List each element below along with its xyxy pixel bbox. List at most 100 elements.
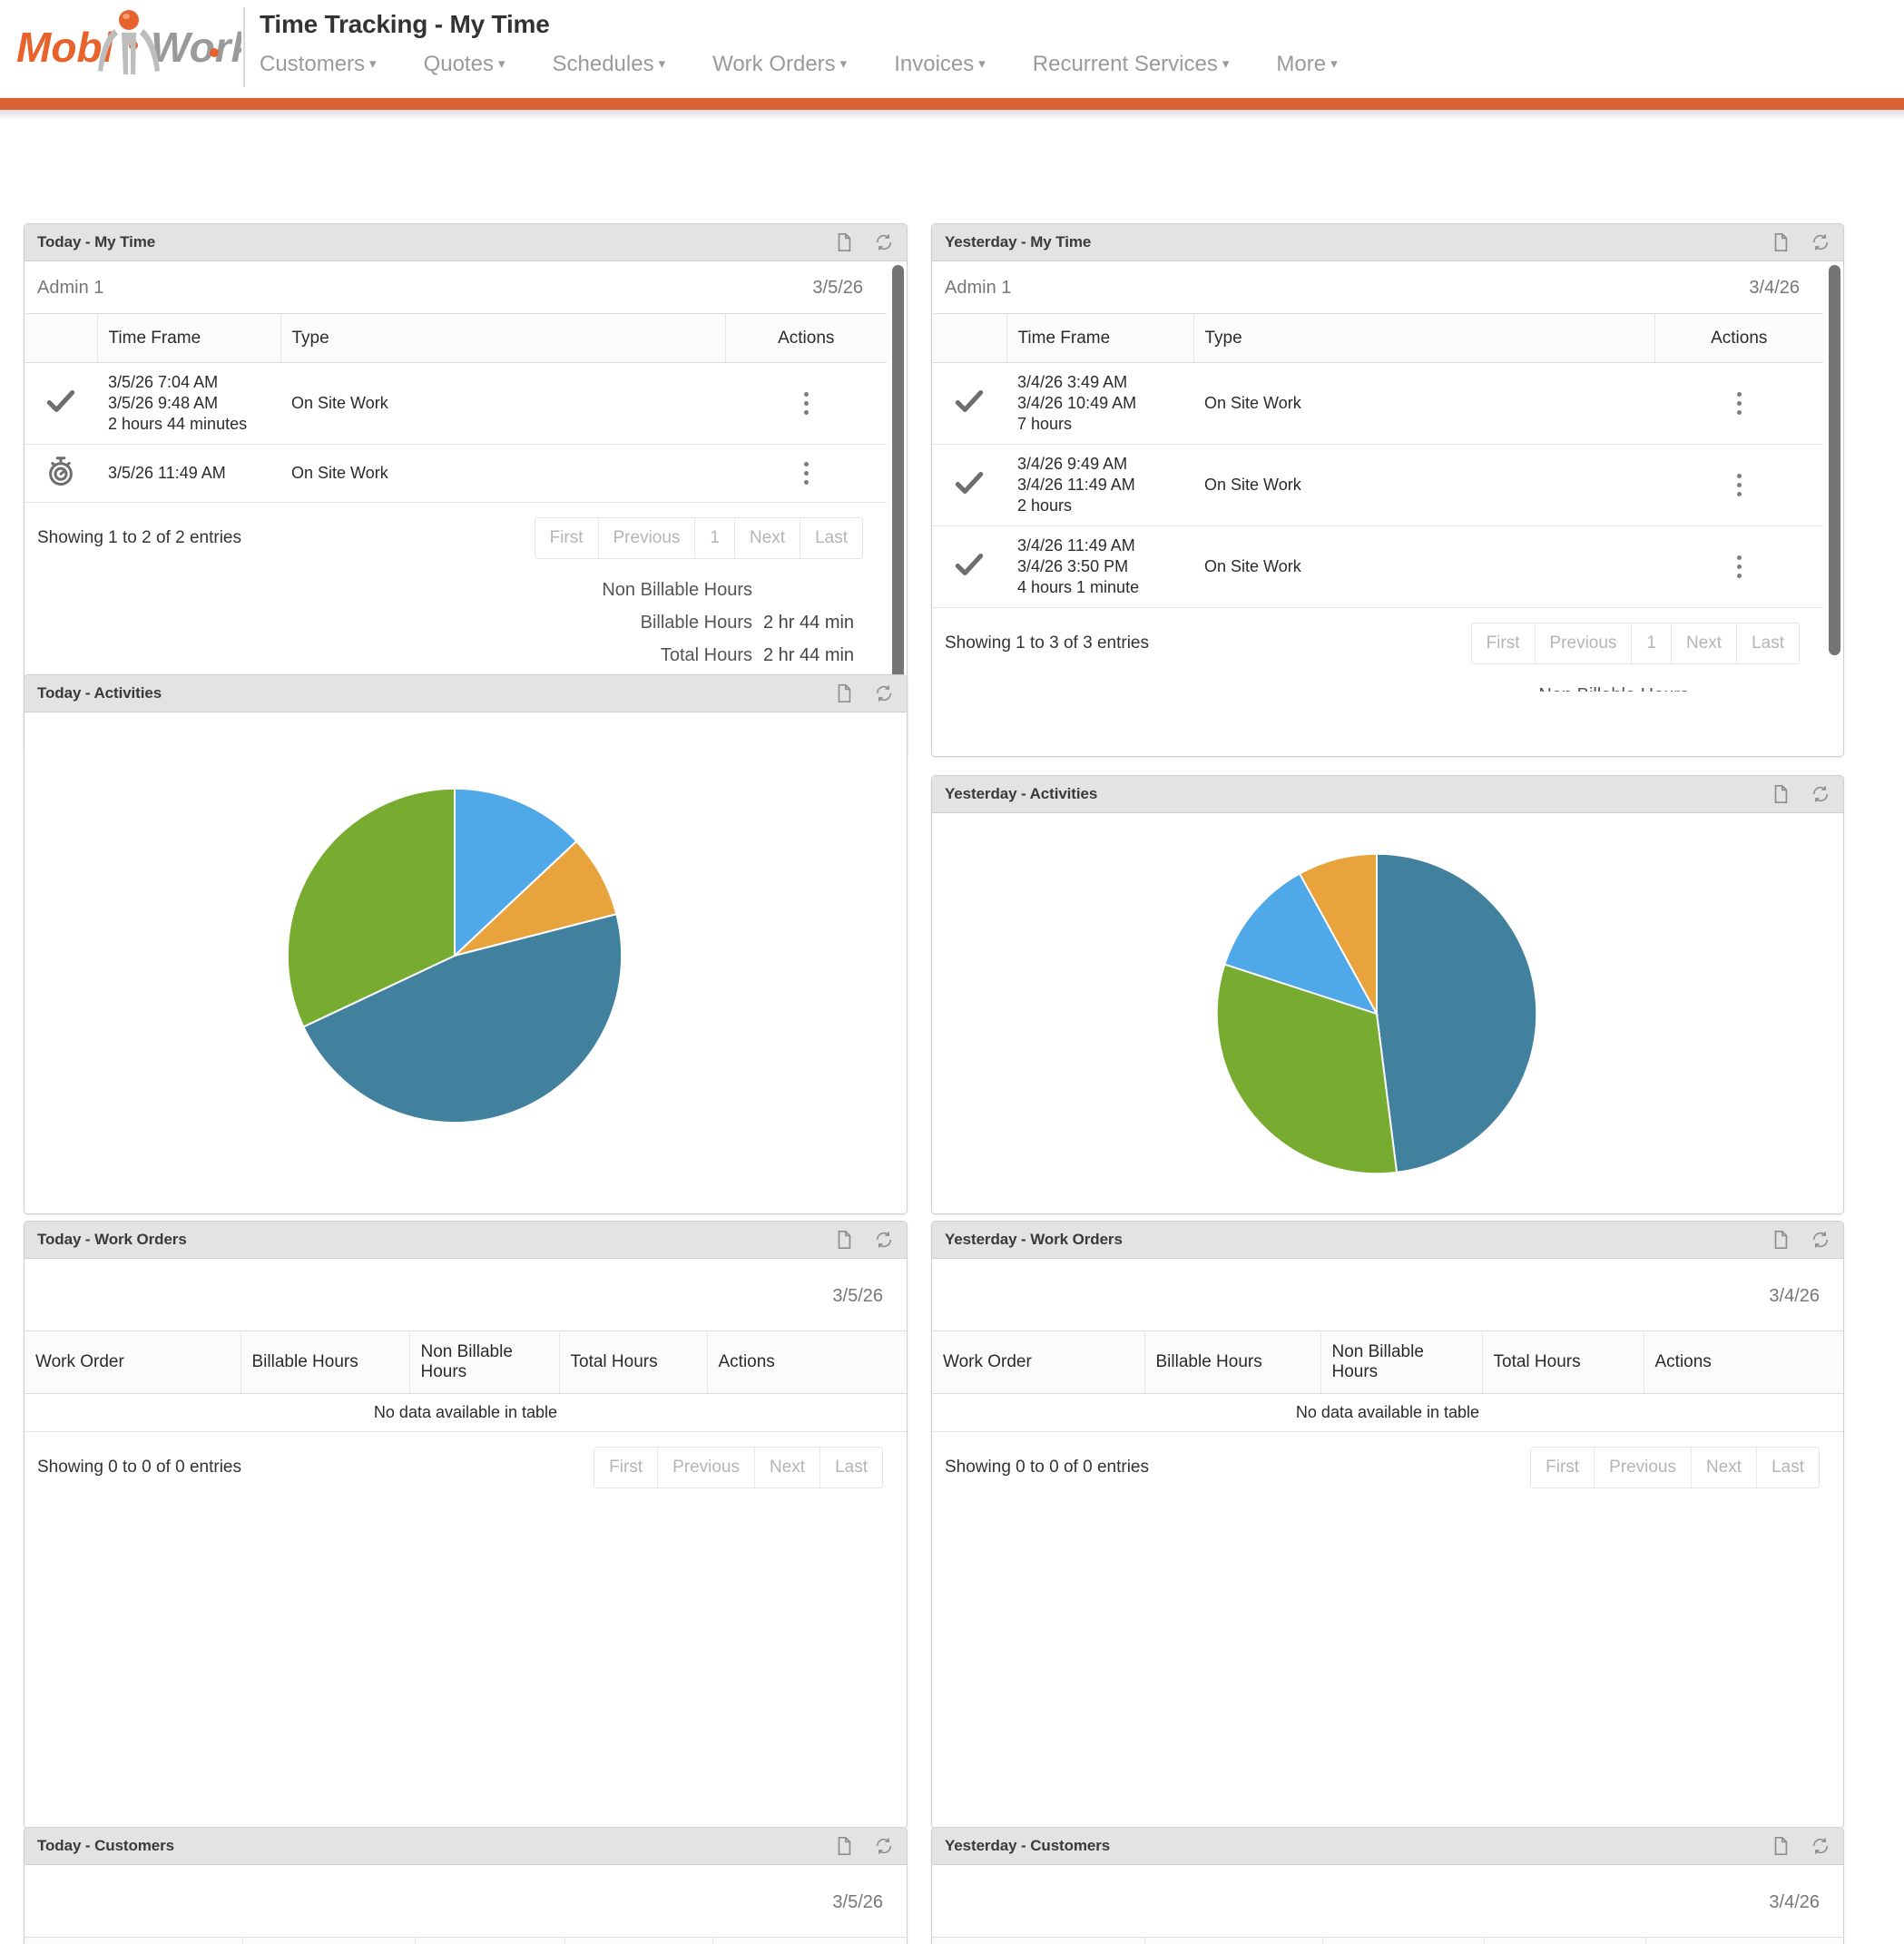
scrollbar-thumb[interactable] xyxy=(892,265,904,701)
nav-item-invoices[interactable]: Invoices ▾ xyxy=(894,51,986,81)
panel-date: 3/4/26 xyxy=(1749,278,1800,298)
row-actions[interactable] xyxy=(725,362,887,445)
pie-slice[interactable] xyxy=(1223,872,1379,1016)
scrollbar-thumb[interactable] xyxy=(1829,265,1840,655)
table-row[interactable]: 3/4/26 9:49 AM 3/4/26 11:49 AM 2 hours O… xyxy=(932,444,1823,526)
panel-header: Yesterday - Activities xyxy=(932,776,1843,813)
row-actions[interactable] xyxy=(1654,362,1823,445)
document-icon[interactable] xyxy=(1771,232,1791,252)
pie-slice[interactable] xyxy=(1215,963,1399,1175)
nav-label: Invoices xyxy=(894,52,975,76)
col-actions: Actions xyxy=(712,1937,907,1944)
nav-item-customers[interactable]: Customers ▾ xyxy=(260,51,377,81)
scrollbar-track[interactable] xyxy=(892,265,904,753)
pager-next[interactable]: Next xyxy=(735,518,801,558)
panel-header: Today - My Time xyxy=(25,224,907,261)
scrollbar-track[interactable] xyxy=(1829,265,1840,753)
pager-first[interactable]: First xyxy=(1471,623,1536,663)
document-icon[interactable] xyxy=(834,1230,854,1250)
pager-last[interactable]: Last xyxy=(800,518,862,558)
table-footer: Showing 0 to 0 of 0 entries First Previo… xyxy=(25,1432,907,1503)
row-actions[interactable] xyxy=(1654,525,1823,608)
row-actions[interactable] xyxy=(1654,444,1823,526)
panel-today-work-orders: Today - Work Orders 3/5/26 Work Order Bi… xyxy=(24,1221,908,1829)
pager-first[interactable]: First xyxy=(594,1448,659,1487)
pager-previous[interactable]: Previous xyxy=(1595,1448,1692,1487)
col-billable-hours: Billable Hours xyxy=(1144,1937,1323,1944)
pager-next[interactable]: Next xyxy=(1692,1448,1758,1487)
row-actions[interactable] xyxy=(725,444,887,503)
document-icon[interactable] xyxy=(834,1836,854,1856)
nav-item-recurrent-services[interactable]: Recurrent Services ▾ xyxy=(1033,51,1230,81)
refresh-icon[interactable] xyxy=(1811,1230,1830,1250)
row-type: On Site Work xyxy=(1193,444,1654,526)
pager-page-1[interactable]: 1 xyxy=(695,518,735,558)
panel-header: Yesterday - Customers xyxy=(932,1828,1843,1865)
panel-header-actions xyxy=(834,232,894,252)
pager-previous[interactable]: Previous xyxy=(658,1448,755,1487)
pager-previous[interactable]: Previous xyxy=(1535,623,1633,663)
refresh-icon[interactable] xyxy=(874,683,894,703)
table-row[interactable]: 3/5/26 11:49 AM On Site Work xyxy=(25,444,887,503)
activities-pie-chart xyxy=(1215,852,1538,1175)
pie-slice[interactable] xyxy=(302,912,623,1124)
brand-logo[interactable]: Mobi Work xyxy=(16,5,241,85)
table-empty-row: No data available in table xyxy=(25,1393,907,1432)
pager-last[interactable]: Last xyxy=(820,1448,882,1487)
pie-slice[interactable] xyxy=(286,787,456,1028)
panel-header-actions xyxy=(1771,232,1830,252)
col-status xyxy=(25,313,98,363)
totals-label: Non Billable Hours xyxy=(1538,679,1689,692)
nav-item-quotes[interactable]: Quotes ▾ xyxy=(424,51,505,81)
pager-last[interactable]: Last xyxy=(1737,623,1799,663)
panel-header: Yesterday - Work Orders xyxy=(932,1222,1843,1259)
totals-label: Non Billable Hours xyxy=(602,580,752,600)
nav-item-schedules[interactable]: Schedules ▾ xyxy=(552,51,665,81)
table-row[interactable]: 3/4/26 11:49 AM 3/4/26 3:50 PM 4 hours 1… xyxy=(932,525,1823,608)
refresh-icon[interactable] xyxy=(1811,232,1830,252)
kebab-menu-icon[interactable] xyxy=(1665,392,1812,415)
chevron-down-icon: ▾ xyxy=(1222,56,1230,72)
nav-item-work-orders[interactable]: Work Orders ▾ xyxy=(712,51,847,81)
document-icon[interactable] xyxy=(1771,1836,1791,1856)
empty-message: No data available in table xyxy=(932,1393,1843,1432)
pager-next[interactable]: Next xyxy=(755,1448,821,1487)
refresh-icon[interactable] xyxy=(874,1836,894,1856)
table-row[interactable]: 3/5/26 7:04 AM 3/5/26 9:48 AM 2 hours 44… xyxy=(25,362,887,445)
hours-totals: Non Billable Hours Billable Hours 2 hr 4… xyxy=(25,574,887,672)
refresh-icon[interactable] xyxy=(874,1230,894,1250)
pie-slice[interactable] xyxy=(454,839,618,957)
pager-last[interactable]: Last xyxy=(1757,1448,1819,1487)
pie-slice[interactable] xyxy=(1298,852,1378,1015)
user-name: Admin 1 xyxy=(37,278,104,298)
panel-title: Yesterday - Customers xyxy=(945,1837,1111,1854)
kebab-menu-icon[interactable] xyxy=(736,462,876,485)
pager-page-1[interactable]: 1 xyxy=(1632,623,1672,663)
panel-body: Admin 1 3/5/26 Time Frame Type Actions xyxy=(25,261,907,756)
refresh-icon[interactable] xyxy=(1811,784,1830,804)
nav-label: Schedules xyxy=(552,52,654,76)
table-header-row: Time Frame Type Actions xyxy=(25,313,887,363)
refresh-icon[interactable] xyxy=(874,232,894,252)
document-icon[interactable] xyxy=(834,232,854,252)
row-type: On Site Work xyxy=(280,362,725,445)
check-icon xyxy=(955,471,984,495)
refresh-icon[interactable] xyxy=(1811,1836,1830,1856)
document-icon[interactable] xyxy=(834,683,854,703)
pie-slice[interactable] xyxy=(453,787,578,957)
nav-label: Work Orders xyxy=(712,52,836,76)
pager-first[interactable]: First xyxy=(535,518,599,558)
kebab-menu-icon[interactable] xyxy=(736,392,876,415)
pager-first[interactable]: First xyxy=(1531,1448,1595,1487)
pager-previous[interactable]: Previous xyxy=(598,518,696,558)
panel-title: Today - Work Orders xyxy=(37,1231,187,1248)
document-icon[interactable] xyxy=(1771,1230,1791,1250)
kebab-menu-icon[interactable] xyxy=(1665,474,1812,496)
table-row[interactable]: 3/4/26 3:49 AM 3/4/26 10:49 AM 7 hours O… xyxy=(932,362,1823,445)
kebab-menu-icon[interactable] xyxy=(1665,555,1812,578)
document-icon[interactable] xyxy=(1771,784,1791,804)
nav-item-more[interactable]: More ▾ xyxy=(1276,51,1337,81)
pager-next[interactable]: Next xyxy=(1672,623,1738,663)
pie-slice[interactable] xyxy=(1376,852,1538,1173)
panel-body: Admin 1 3/4/26 Time Frame Type Actions xyxy=(932,261,1843,756)
